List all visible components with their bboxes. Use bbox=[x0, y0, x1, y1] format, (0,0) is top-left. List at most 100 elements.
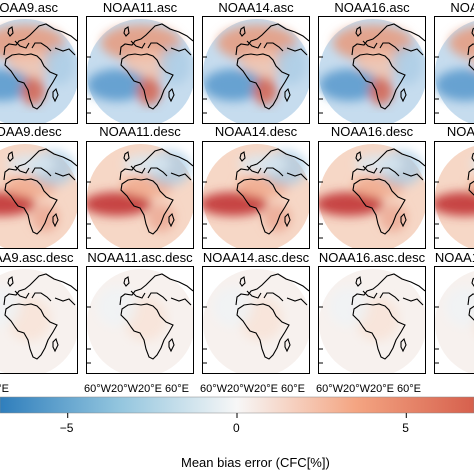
map-panel bbox=[318, 266, 426, 374]
map-svg bbox=[319, 269, 425, 373]
panel-title: NOAA16.desc bbox=[330, 124, 414, 139]
coastline bbox=[236, 53, 290, 110]
map-svg bbox=[87, 144, 193, 248]
coastline bbox=[352, 178, 406, 235]
bias-region bbox=[123, 154, 171, 174]
bias-region bbox=[217, 25, 297, 61]
bias-field bbox=[203, 25, 307, 105]
map-panel bbox=[0, 266, 78, 374]
panel-title: NOAA18.asc bbox=[450, 0, 474, 15]
panel-title: NOAA11.asc bbox=[102, 0, 178, 15]
bias-region bbox=[369, 77, 393, 105]
bias-field bbox=[0, 150, 75, 232]
lon-tick-label: 20°E bbox=[370, 383, 394, 395]
coastline bbox=[351, 273, 425, 306]
bias-region bbox=[435, 69, 474, 101]
coastline bbox=[123, 26, 130, 37]
coastline bbox=[4, 178, 58, 235]
coastline bbox=[239, 26, 246, 37]
coastline bbox=[246, 165, 308, 181]
map-svg bbox=[0, 269, 77, 373]
map-panel bbox=[202, 266, 310, 374]
coastline bbox=[284, 212, 291, 228]
map-svg bbox=[319, 144, 425, 248]
panel-title: NOAA11.desc bbox=[99, 124, 181, 139]
map-panel bbox=[318, 141, 426, 249]
lon-tick-label: 60°W bbox=[200, 383, 228, 395]
map-svg bbox=[203, 144, 309, 248]
map-panel bbox=[0, 16, 78, 124]
coastline bbox=[7, 26, 14, 37]
panel-title: NOAA18.asc.desc bbox=[434, 250, 474, 265]
coastline bbox=[471, 277, 474, 287]
bias-region bbox=[7, 154, 55, 174]
bias-region bbox=[21, 77, 45, 105]
coastline bbox=[14, 290, 76, 306]
bias-region bbox=[239, 154, 287, 174]
bias-region bbox=[391, 45, 423, 85]
bias-region bbox=[43, 45, 75, 85]
coastline bbox=[362, 40, 424, 56]
panel-title: NOAA11.asc.desc bbox=[87, 250, 193, 265]
colorbar-gradient bbox=[0, 396, 474, 414]
bias-field bbox=[435, 26, 474, 101]
bias-region bbox=[147, 204, 175, 232]
coastline bbox=[3, 273, 77, 306]
map-panel bbox=[86, 266, 194, 374]
bias-region bbox=[319, 192, 383, 216]
coastline bbox=[246, 290, 308, 306]
bias-region bbox=[355, 154, 403, 174]
lon-tick-label: 60°E bbox=[165, 383, 189, 395]
map-svg bbox=[87, 269, 193, 373]
coastline bbox=[130, 165, 192, 181]
colorbar-title: Mean bias error (CFC[%]) bbox=[181, 455, 330, 470]
bias-region bbox=[203, 192, 267, 216]
bias-region bbox=[263, 204, 291, 232]
coastline bbox=[120, 303, 174, 360]
colorbar-tick-label: −5 bbox=[59, 421, 74, 435]
coastline bbox=[471, 152, 474, 162]
bias-region bbox=[137, 77, 161, 105]
coastline bbox=[119, 23, 193, 56]
bias-region bbox=[333, 25, 413, 61]
bias-field bbox=[329, 287, 399, 341]
coastline bbox=[123, 276, 130, 287]
coastline bbox=[355, 151, 362, 162]
coastline bbox=[351, 23, 425, 56]
coastline bbox=[471, 27, 474, 37]
bias-region bbox=[319, 69, 379, 101]
coastline bbox=[236, 303, 290, 360]
bias-region bbox=[101, 25, 181, 61]
coastline bbox=[130, 40, 192, 56]
panel-title: NOAA16.asc.desc bbox=[318, 250, 426, 265]
coastline bbox=[235, 23, 309, 56]
map-panel bbox=[202, 16, 310, 124]
colorbar-ticks bbox=[67, 413, 407, 418]
bias-field bbox=[87, 150, 191, 232]
colorbar-tick-label: 0 bbox=[233, 421, 240, 435]
coastline bbox=[355, 26, 362, 37]
map-panel bbox=[318, 16, 426, 124]
bias-field bbox=[97, 287, 167, 341]
map-svg bbox=[319, 19, 425, 123]
coastline bbox=[14, 40, 76, 56]
map-panel bbox=[434, 16, 474, 124]
bias-region bbox=[435, 192, 474, 216]
coastline bbox=[168, 212, 175, 228]
coastline bbox=[355, 276, 362, 287]
panel-title: NOAA14.desc bbox=[214, 124, 298, 139]
coastline bbox=[4, 303, 58, 360]
map-svg bbox=[435, 21, 474, 123]
bias-field bbox=[87, 25, 191, 105]
lon-tick-label: 60°W bbox=[316, 383, 344, 395]
coastline bbox=[7, 276, 14, 287]
lon-tick-label: 60°E bbox=[397, 383, 421, 395]
panel-title: NOAA14.asc.desc bbox=[202, 250, 310, 265]
bias-region bbox=[31, 204, 59, 232]
map-panel bbox=[434, 141, 474, 249]
panel-title: NOAA18.desc bbox=[446, 124, 474, 139]
bias-region bbox=[445, 287, 474, 327]
